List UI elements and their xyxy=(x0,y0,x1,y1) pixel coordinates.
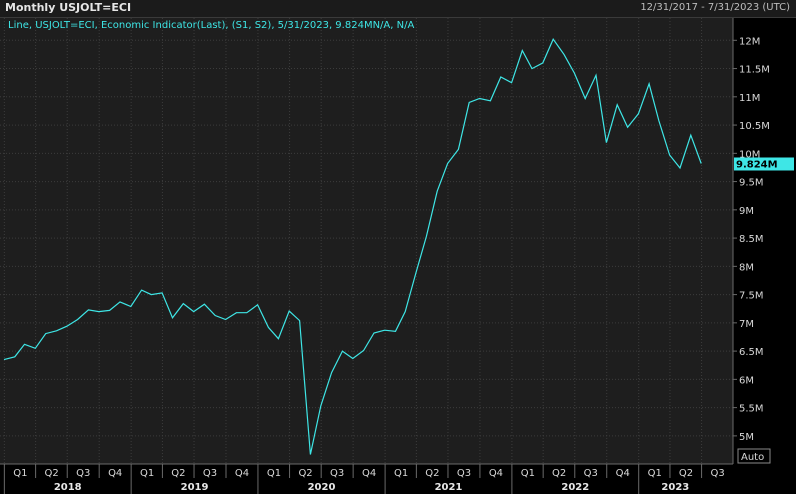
quarter-tick-label: Q1 xyxy=(521,468,535,479)
chart-legend: Line, USJOLT=ECI, Economic Indicator(Las… xyxy=(8,20,414,31)
quarter-tick-label: Q4 xyxy=(616,468,630,479)
y-tick-label: 7M xyxy=(739,319,754,330)
quarter-tick-label: Q2 xyxy=(44,468,58,479)
year-label: 2018 xyxy=(54,482,82,493)
quarter-tick-label: Q2 xyxy=(425,468,439,479)
y-tick-label: 6M xyxy=(739,375,754,386)
auto-button-label[interactable]: Auto xyxy=(741,452,764,463)
quarter-tick-label: Q3 xyxy=(76,468,90,479)
quarter-tick-label: Q4 xyxy=(489,468,503,479)
quarter-tick-label: Q1 xyxy=(648,468,662,479)
y-tick-label: 9.5M xyxy=(739,178,764,189)
window-title: Monthly USJOLT=ECI xyxy=(5,1,132,14)
y-axis-panel[interactable] xyxy=(733,18,796,464)
year-label: 2020 xyxy=(308,482,336,493)
year-label: 2023 xyxy=(661,482,689,493)
year-label: 2021 xyxy=(435,482,463,493)
y-tick-label: 12M xyxy=(739,36,760,47)
auto-button-frame[interactable] xyxy=(737,448,771,464)
last-value-badge xyxy=(734,157,794,171)
title-bar: Monthly USJOLT=ECI 12/31/2017 - 7/31/202… xyxy=(0,0,796,18)
x-tick-labels: Q1 Q2 Q3 Q4 Q1 Q2 Q3 Q4 Q1 Q2 Q3 Q4 Q1 Q2 Q3 Q4 Q1 Q2 Q3 Q4… xyxy=(13,468,724,493)
quarter-tick-label: Q1 xyxy=(394,468,408,479)
quarter-tick-label: Q3 xyxy=(330,468,344,479)
y-tick-label: 8M xyxy=(739,262,754,273)
quarter-tick-label: Q2 xyxy=(298,468,312,479)
y-tick-label: 11M xyxy=(739,93,760,104)
quarter-tick-label: Q4 xyxy=(235,468,249,479)
grid-lines xyxy=(0,18,733,464)
quarter-tick-label: Q1 xyxy=(13,468,27,479)
series-line xyxy=(3,37,702,455)
year-label: 2022 xyxy=(561,482,589,493)
date-range-label: 12/31/2017 - 7/31/2023 (UTC) xyxy=(640,2,790,13)
line-chart[interactable]: 5M 5.5M 6M 6.5M 7M 7.5M 8M 8.5M 9M 9.5M 10M 10.5M 11… xyxy=(0,18,796,494)
quarter-tick-label: Q4 xyxy=(108,468,122,479)
y-tick-labels: 5M 5.5M 6M 6.5M 7M 7.5M 8M 8.5M 9M 9.5M 10M 10.5M 11… xyxy=(739,36,770,443)
x-axis-panel[interactable] xyxy=(0,464,733,494)
axes xyxy=(0,18,737,494)
quarter-tick-label: Q1 xyxy=(140,468,154,479)
quarter-tick-label: Q1 xyxy=(267,468,281,479)
series-layer xyxy=(3,37,702,455)
y-tick-label: 10.5M xyxy=(739,121,770,132)
quarter-tick-label: Q2 xyxy=(552,468,566,479)
quarter-tick-label: Q3 xyxy=(710,468,724,479)
y-tick-label: 9M xyxy=(739,206,754,217)
auto-button[interactable]: Auto xyxy=(737,448,771,464)
plot-area[interactable] xyxy=(0,18,733,464)
y-tick-label: 6.5M xyxy=(739,347,764,358)
quarter-tick-label: Q2 xyxy=(679,468,693,479)
quarter-tick-label: Q4 xyxy=(362,468,376,479)
y-tick-label: 10M xyxy=(739,149,760,160)
y-tick-label: 7.5M xyxy=(739,291,764,302)
quarter-tick-label: Q3 xyxy=(457,468,471,479)
last-value-marker: 9.824M xyxy=(734,157,794,171)
last-value-label: 9.824M xyxy=(736,159,778,170)
y-tick-label: 8.5M xyxy=(739,234,764,245)
y-tick-label: 5M xyxy=(739,432,754,443)
year-label: 2019 xyxy=(181,482,209,493)
y-tick-label: 11.5M xyxy=(739,65,770,76)
y-tick-label: 5.5M xyxy=(739,404,764,415)
quarter-tick-label: Q3 xyxy=(584,468,598,479)
quarter-tick-label: Q2 xyxy=(171,468,185,479)
quarter-tick-label: Q3 xyxy=(203,468,217,479)
